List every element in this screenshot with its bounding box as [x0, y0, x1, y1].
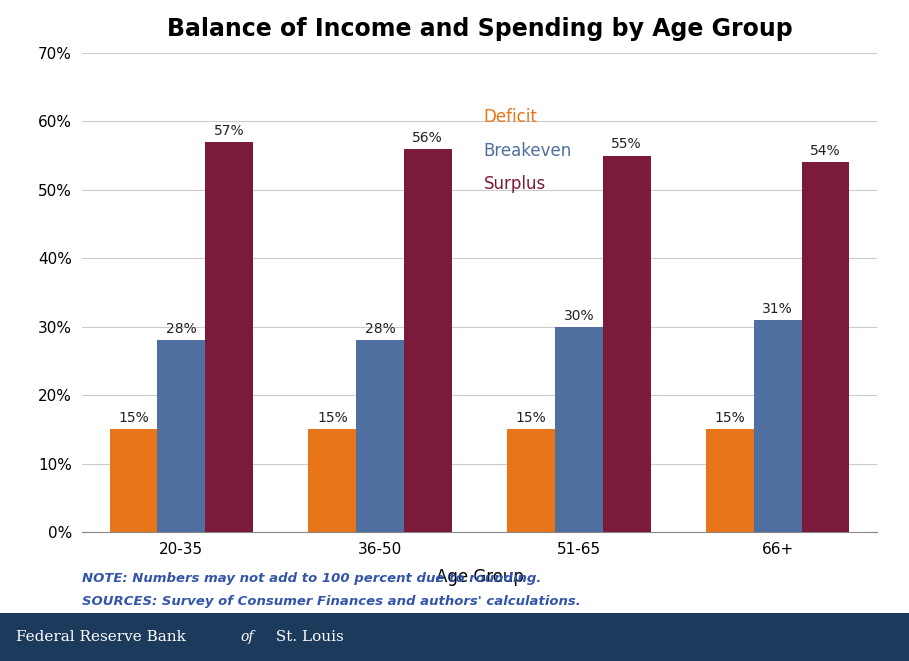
Text: Breakeven: Breakeven	[484, 141, 572, 159]
Bar	[754, 320, 802, 532]
Text: St. Louis: St. Louis	[271, 630, 344, 644]
Bar	[706, 430, 754, 532]
Text: 15%: 15%	[118, 411, 149, 425]
Text: Surplus: Surplus	[484, 175, 545, 193]
Bar	[110, 430, 157, 532]
Bar	[308, 430, 356, 532]
Text: 28%: 28%	[165, 323, 196, 336]
Text: Federal Reserve Bank: Federal Reserve Bank	[16, 630, 191, 644]
Bar	[507, 430, 555, 532]
Text: 15%: 15%	[317, 411, 348, 425]
Text: 28%: 28%	[365, 323, 395, 336]
Bar	[555, 327, 603, 532]
Bar	[205, 142, 253, 532]
Bar	[404, 149, 452, 532]
Text: of: of	[241, 630, 255, 644]
Text: SOURCES: Survey of Consumer Finances and authors' calculations.: SOURCES: Survey of Consumer Finances and…	[82, 595, 581, 608]
X-axis label: Age Group: Age Group	[435, 568, 524, 586]
Bar	[603, 155, 651, 532]
Text: Deficit: Deficit	[484, 108, 537, 126]
Bar	[157, 340, 205, 532]
Text: 57%: 57%	[214, 124, 245, 137]
Text: 30%: 30%	[564, 309, 594, 323]
Title: Balance of Income and Spending by Age Group: Balance of Income and Spending by Age Gr…	[166, 17, 793, 41]
Text: 15%: 15%	[714, 411, 745, 425]
Text: 31%: 31%	[763, 302, 794, 316]
Text: NOTE: Numbers may not add to 100 percent due to rounding.: NOTE: Numbers may not add to 100 percent…	[82, 572, 541, 585]
Text: 55%: 55%	[612, 137, 642, 151]
Text: 56%: 56%	[413, 131, 444, 145]
Bar	[802, 163, 849, 532]
Bar	[356, 340, 404, 532]
Text: 54%: 54%	[810, 144, 841, 158]
Text: 15%: 15%	[515, 411, 546, 425]
